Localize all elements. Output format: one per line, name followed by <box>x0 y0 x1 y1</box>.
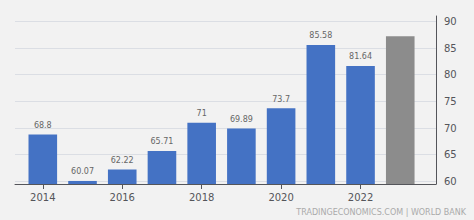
svg-text:69.89: 69.89 <box>230 115 253 124</box>
svg-text:60.07: 60.07 <box>71 167 94 176</box>
svg-text:2016: 2016 <box>110 192 135 203</box>
svg-text:81.64: 81.64 <box>349 52 372 61</box>
svg-text:85: 85 <box>444 43 457 54</box>
svg-text:2014: 2014 <box>30 192 55 203</box>
svg-text:2020: 2020 <box>268 192 293 203</box>
svg-text:62.22: 62.22 <box>111 156 134 165</box>
svg-text:68.8: 68.8 <box>34 121 52 130</box>
svg-text:2022: 2022 <box>348 192 373 203</box>
svg-text:60: 60 <box>444 176 457 187</box>
svg-text:71: 71 <box>197 109 207 118</box>
svg-text:73.7: 73.7 <box>272 95 290 104</box>
svg-text:75: 75 <box>444 96 457 107</box>
svg-text:65: 65 <box>444 149 457 160</box>
svg-text:2018: 2018 <box>189 192 214 203</box>
svg-text:90: 90 <box>444 16 457 27</box>
svg-text:65.71: 65.71 <box>150 137 173 146</box>
svg-text:70: 70 <box>444 123 457 134</box>
svg-text:85.58: 85.58 <box>309 31 332 40</box>
svg-text:TRADINGECONOMICS.COM | WORLD B: TRADINGECONOMICS.COM | WORLD BANK <box>295 208 466 217</box>
svg-text:80: 80 <box>444 69 457 80</box>
